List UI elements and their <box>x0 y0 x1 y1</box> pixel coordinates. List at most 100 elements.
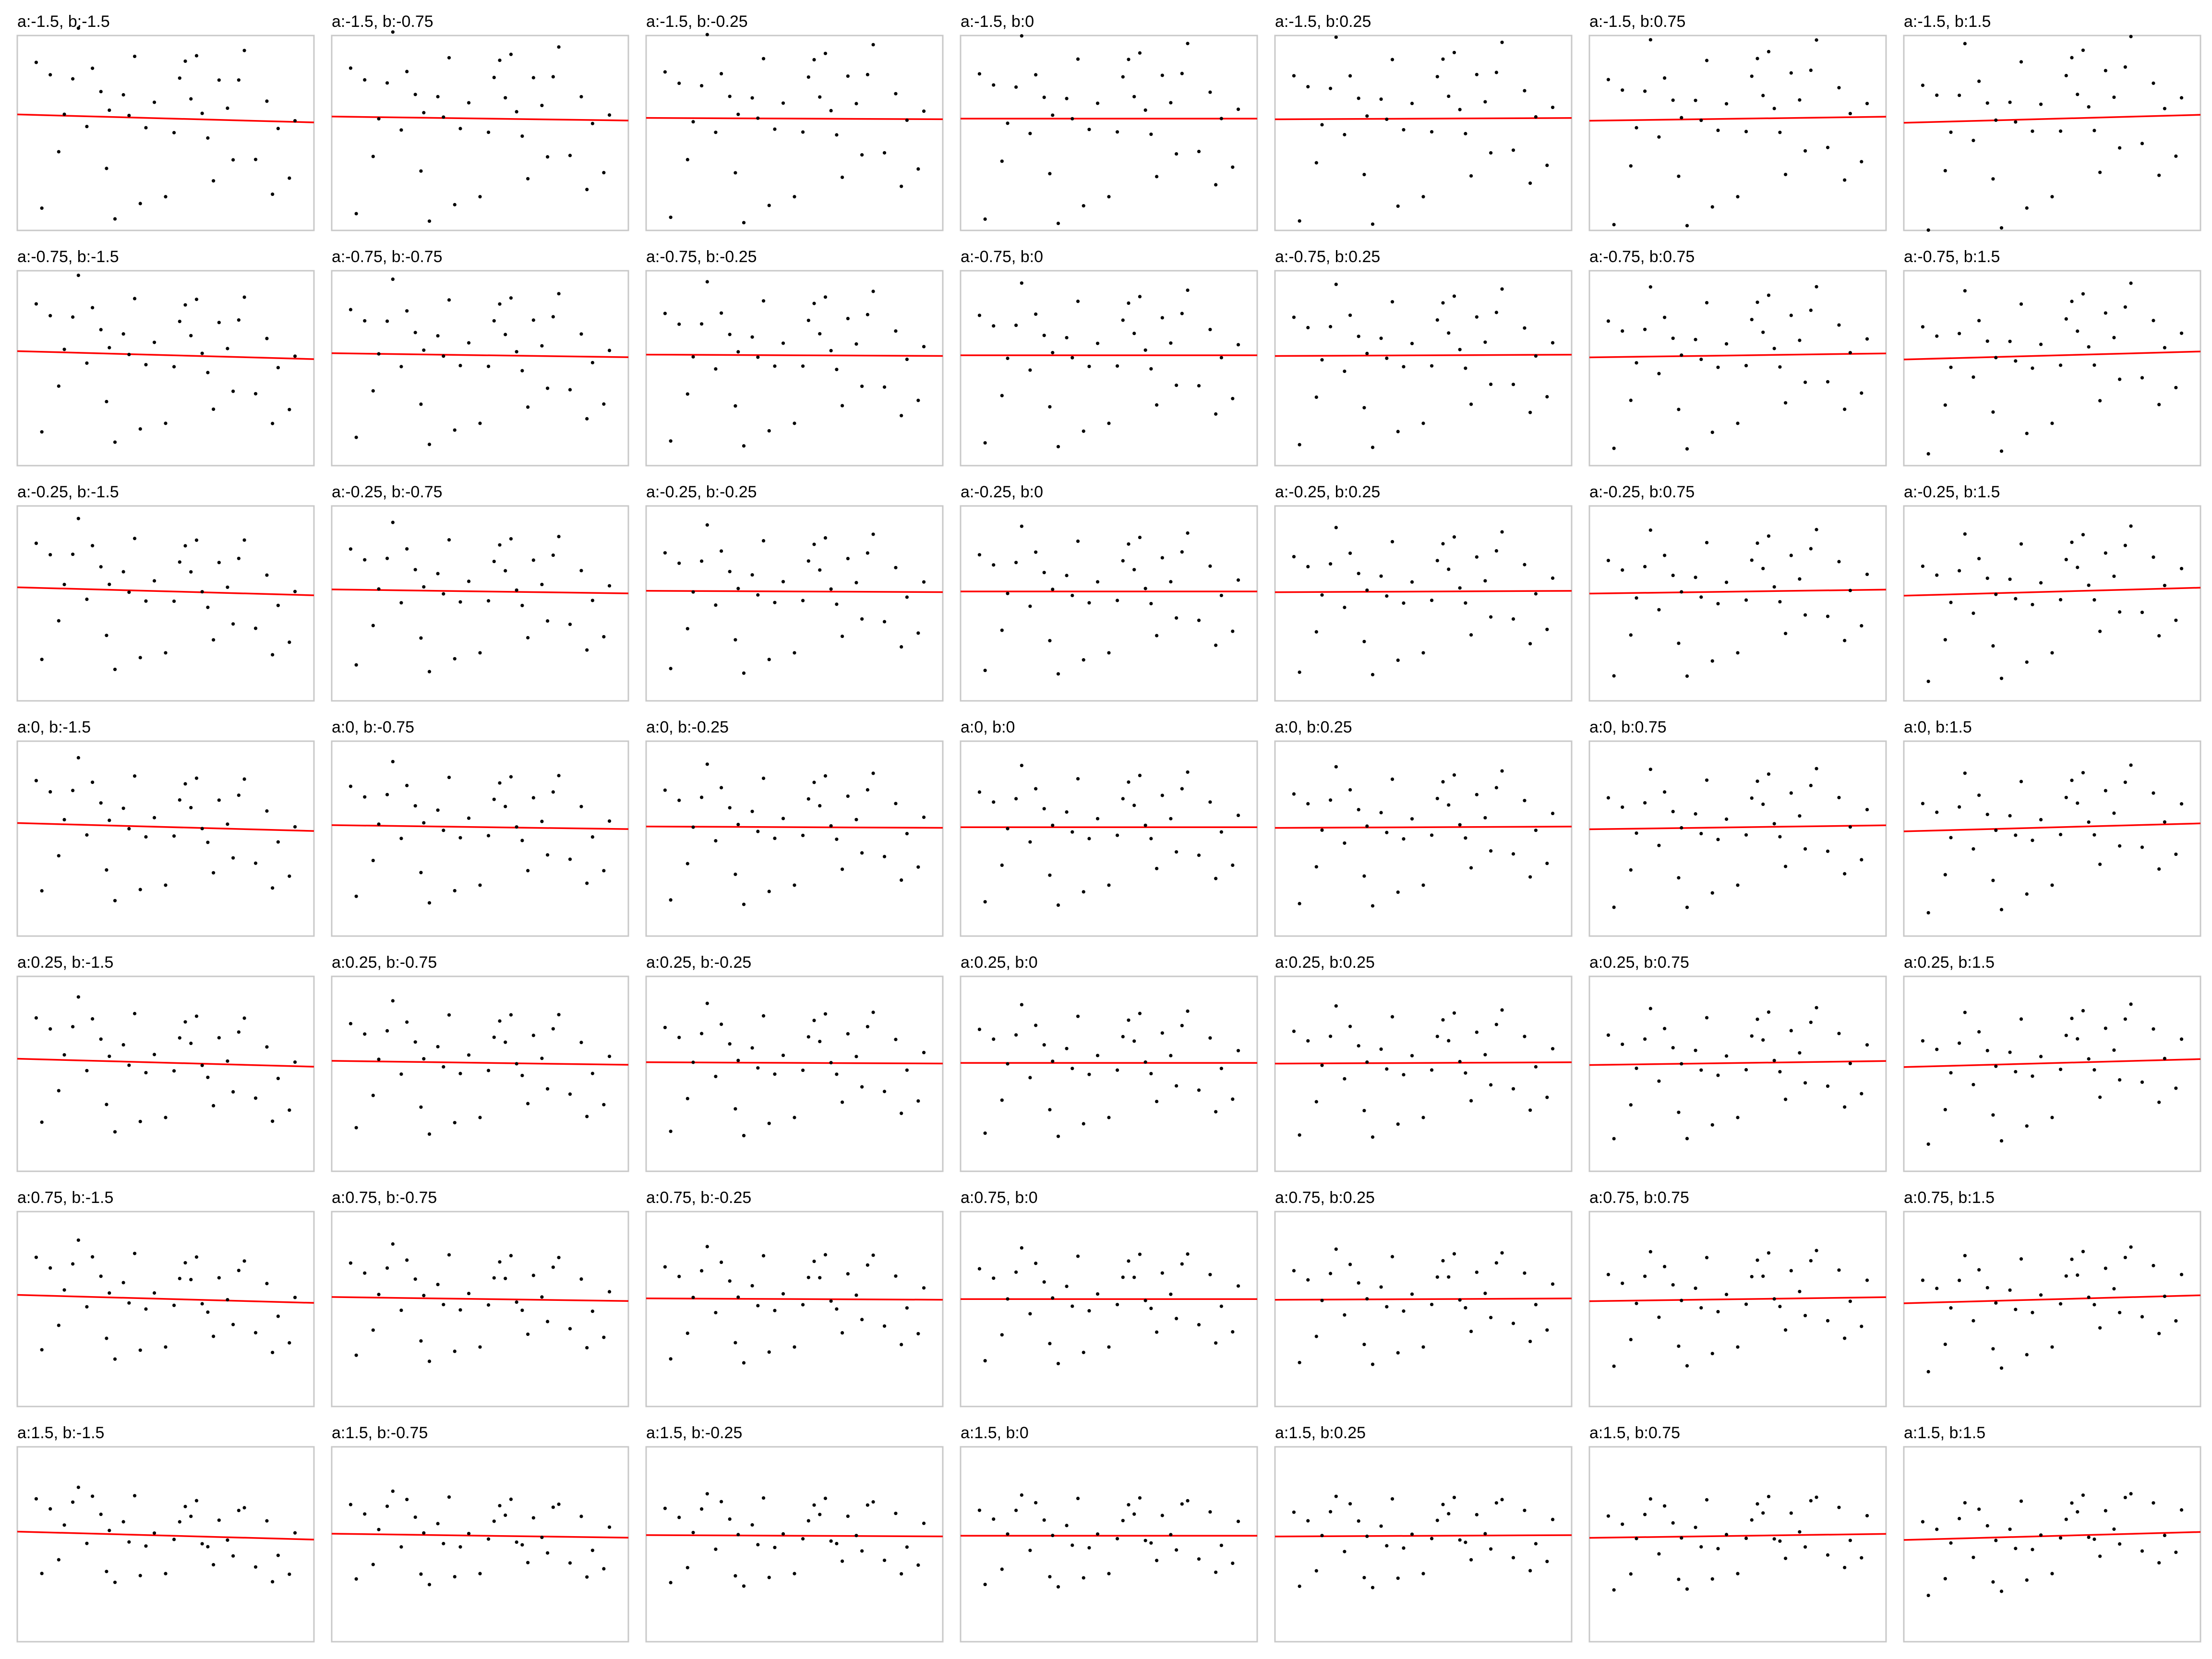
scatter-point <box>992 83 996 87</box>
scatter-point <box>1365 1060 1369 1064</box>
panel-frame <box>960 270 1258 467</box>
scatter-point <box>265 573 269 577</box>
panel: a:-1.5, b:-1.5 <box>16 12 315 231</box>
scatter-point <box>2025 660 2029 664</box>
scatter-point <box>509 296 513 300</box>
scatter-point <box>226 585 229 589</box>
scatter-point <box>720 1022 723 1026</box>
fit-line <box>1903 1531 2201 1541</box>
scatter-point <box>1292 792 1296 796</box>
scatter-point <box>178 1036 181 1040</box>
scatter-point <box>585 648 589 652</box>
scatter-point <box>1545 861 1549 866</box>
scatter-point <box>1042 334 1046 337</box>
scatter-point <box>1208 1036 1212 1040</box>
fit-line <box>1589 1060 1887 1066</box>
scatter-point <box>1014 1270 1018 1274</box>
scatter-point <box>1699 1306 1703 1310</box>
scatter-point <box>1065 1046 1069 1050</box>
scatter-point <box>1761 1038 1765 1042</box>
scatter-point <box>992 563 996 567</box>
scatter-point <box>2179 96 2184 100</box>
scatter-point <box>164 421 168 425</box>
panel: a:0.25, b:-0.75 <box>331 953 629 1172</box>
scatter-point <box>854 581 858 585</box>
scatter-point <box>1551 576 1555 580</box>
scatter-point <box>1149 1307 1153 1310</box>
scatter-point <box>531 796 535 800</box>
scatter-point <box>377 352 381 356</box>
scatter-point <box>231 1090 235 1094</box>
scatter-point <box>720 549 723 553</box>
scatter-point <box>520 134 524 138</box>
scatter-point <box>509 775 513 779</box>
scatter-point <box>178 560 181 564</box>
scatter-point <box>602 402 606 406</box>
scatter-point <box>846 794 850 798</box>
scatter-point <box>113 667 117 672</box>
scatter-point <box>1082 204 1085 208</box>
scatter-point <box>900 1343 903 1346</box>
scatter-point <box>602 635 606 639</box>
scatter-point <box>85 833 89 837</box>
scatter-point <box>1056 903 1060 907</box>
scatter-point <box>841 175 844 179</box>
panel-title: a:-1.5, b:-1.5 <box>17 12 110 31</box>
panel-title: a:0.75, b:-0.75 <box>332 1189 437 1207</box>
scatter-point <box>486 1537 491 1541</box>
scatter-point <box>1837 560 1841 564</box>
scatter-point <box>1789 71 1793 75</box>
scatter-point <box>1943 1577 1947 1581</box>
scatter-point <box>1070 1304 1074 1308</box>
scatter-point <box>1370 222 1375 226</box>
scatter-point <box>1921 84 1925 87</box>
scatter-point <box>385 1266 389 1270</box>
scatter-point <box>2104 551 2107 555</box>
scatter-point <box>1963 1254 1967 1258</box>
scatter-point <box>2050 1572 2054 1575</box>
scatter-point <box>801 599 805 602</box>
scatter-point <box>1000 1098 1004 1102</box>
scatter-point <box>1028 368 1032 372</box>
scatter-point <box>113 440 117 444</box>
scatter-point <box>1357 808 1360 812</box>
scatter-point <box>1629 633 1633 637</box>
scatter-point <box>276 840 280 844</box>
scatter-point <box>1958 569 1961 573</box>
scatter-point <box>1999 1139 2004 1143</box>
panel-frame <box>960 505 1258 702</box>
panel-frame <box>1903 1211 2201 1407</box>
scatter-point <box>736 822 740 827</box>
scatter-point <box>1469 1329 1473 1334</box>
scatter-point <box>242 295 246 299</box>
scatter-point <box>385 556 389 560</box>
scatter-point <box>2050 1345 2054 1349</box>
scatter-point <box>2050 1116 2054 1119</box>
scatter-point <box>846 557 850 561</box>
panel: a:0.75, b:1.5 <box>1903 1189 2201 1407</box>
panel-frame <box>1588 1211 1887 1407</box>
scatter-point <box>1475 72 1479 76</box>
scatter-point <box>399 601 403 605</box>
scatter-point <box>1935 1527 1939 1531</box>
panel-title: a:0, b:1.5 <box>1904 718 1972 736</box>
scatter-point <box>2064 795 2068 799</box>
scatter-point <box>121 93 125 97</box>
panel: a:-0.75, b:-0.25 <box>645 248 944 467</box>
panel: a:0.25, b:0.25 <box>1274 953 1573 1172</box>
scatter-point <box>1958 805 1961 809</box>
scatter-point <box>773 1309 777 1312</box>
scatter-point <box>34 1255 38 1259</box>
scatter-point <box>1132 568 1136 572</box>
scatter-point <box>714 603 718 607</box>
scatter-point <box>781 1532 785 1536</box>
scatter-point <box>48 1266 52 1270</box>
panel-frame <box>960 35 1258 231</box>
scatter-point <box>1534 1303 1538 1307</box>
scatter-point <box>1065 574 1069 577</box>
scatter-point <box>1999 1366 2004 1370</box>
scatter-point <box>1963 289 1967 293</box>
scatter-point <box>568 622 572 626</box>
scatter-point <box>546 1087 550 1091</box>
scatter-point <box>2123 1017 2127 1021</box>
